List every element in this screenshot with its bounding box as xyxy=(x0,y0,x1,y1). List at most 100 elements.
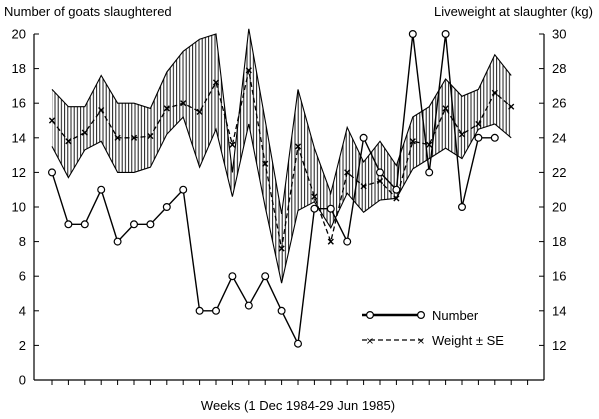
y-left-tick-label: 8 xyxy=(19,234,26,249)
weight-point xyxy=(508,103,515,110)
number-point xyxy=(343,237,352,246)
weight-marker-b xyxy=(376,177,384,185)
number-point xyxy=(228,272,237,281)
y-left-tick-label: 2 xyxy=(19,338,26,353)
legend-weight-marker-end: × xyxy=(417,336,425,347)
number-point xyxy=(490,133,499,142)
weight-marker-b xyxy=(98,107,105,114)
number-point xyxy=(130,220,139,229)
number-point xyxy=(425,168,434,177)
weight-point xyxy=(81,129,88,136)
number-point xyxy=(113,237,122,246)
weight-point xyxy=(442,105,449,112)
number-point xyxy=(326,204,335,213)
x-axis-label: Weeks (1 Dec 1984-29 Jun 1985) xyxy=(201,398,395,413)
weight-marker-b xyxy=(229,141,236,148)
weight-marker-b xyxy=(130,134,138,141)
legend-weight-label: Weight ± SE xyxy=(432,333,504,348)
y-right-tick-label: 22 xyxy=(552,165,566,180)
weight-point xyxy=(98,107,105,114)
weight-marker-b xyxy=(409,138,416,145)
weight-marker-b xyxy=(508,103,515,110)
y-left-tick-label: 10 xyxy=(12,200,26,215)
weight-marker-b xyxy=(262,160,269,167)
y-left-tick-label: 6 xyxy=(19,269,26,284)
weight-marker-b xyxy=(426,141,433,148)
legend: Number × × Weight ± SE xyxy=(362,308,504,348)
number-point xyxy=(441,30,450,39)
weight-marker-b xyxy=(442,105,449,112)
number-point xyxy=(474,133,483,142)
y-left-tick-label: 12 xyxy=(12,165,26,180)
weight-marker-b xyxy=(458,131,466,138)
y-left-tick-label: 14 xyxy=(12,130,26,145)
weight-marker-b xyxy=(81,129,88,136)
y-left-tick-label: 20 xyxy=(12,27,26,42)
weight-marker-b xyxy=(147,132,154,140)
y-left-tick-label: 4 xyxy=(19,303,26,318)
weight-marker-b xyxy=(311,193,318,200)
y-right-tick-label: 24 xyxy=(552,130,566,145)
weight-se-band xyxy=(51,28,512,284)
y-right-tick-label: 16 xyxy=(552,269,566,284)
y-right-tick-label: 14 xyxy=(552,303,566,318)
y-right-tick-label: 18 xyxy=(552,234,566,249)
number-point xyxy=(277,306,286,315)
weight-point xyxy=(65,138,72,145)
weight-se-upper xyxy=(51,28,512,214)
number-point xyxy=(244,301,253,310)
y-right-axis-label: Liveweight at slaughter (kg) xyxy=(434,4,593,19)
number-point xyxy=(376,168,385,177)
number-point xyxy=(408,30,417,39)
number-point xyxy=(392,185,401,194)
number-point xyxy=(310,204,319,213)
number-point xyxy=(80,220,89,229)
legend-number-marker xyxy=(366,311,375,320)
number-point xyxy=(162,203,171,212)
weight-marker-b xyxy=(212,79,220,86)
number-point xyxy=(47,168,56,177)
weight-marker-b xyxy=(65,138,72,145)
weight-point xyxy=(376,177,384,185)
weight-point xyxy=(180,100,187,107)
weight-point xyxy=(163,105,170,112)
weight-marker-b xyxy=(491,89,498,96)
y-right-tick-label: 28 xyxy=(552,61,566,76)
y-right-tick-label: 12 xyxy=(552,338,566,353)
weight-point xyxy=(360,183,367,190)
number-point xyxy=(458,203,467,212)
weight-point xyxy=(114,134,121,141)
weight-point xyxy=(212,79,220,86)
number-point xyxy=(97,185,106,194)
weight-point xyxy=(48,117,56,124)
weight-marker-b xyxy=(475,120,482,128)
weight-point xyxy=(245,67,252,74)
weight-point xyxy=(130,134,138,141)
y-right-tick-label: 30 xyxy=(552,27,566,42)
number-line xyxy=(51,33,495,347)
weight-point xyxy=(311,193,318,200)
weight-marker-b xyxy=(327,238,334,245)
number-point xyxy=(179,185,188,194)
weight-marker-b xyxy=(245,67,252,74)
y-left-tick-label: 16 xyxy=(12,96,26,111)
weight-point xyxy=(409,138,416,145)
weight-point xyxy=(327,238,334,245)
y-left-tick-label: 18 xyxy=(12,61,26,76)
number-point xyxy=(64,220,73,229)
weight-point xyxy=(458,131,466,138)
weight-point xyxy=(294,143,302,150)
legend-number-label: Number xyxy=(432,308,479,323)
y-left-axis-label: Number of goats slaughtered xyxy=(4,4,172,19)
weight-point xyxy=(278,245,285,252)
weight-point xyxy=(426,141,433,148)
weight-marker-b xyxy=(393,195,400,202)
weight-point xyxy=(262,160,269,167)
y-right-tick-label: 20 xyxy=(552,200,566,215)
legend-number-marker-end xyxy=(417,311,426,320)
weight-point xyxy=(475,120,482,128)
series-number xyxy=(47,30,499,348)
weight-se-lower xyxy=(51,115,512,284)
